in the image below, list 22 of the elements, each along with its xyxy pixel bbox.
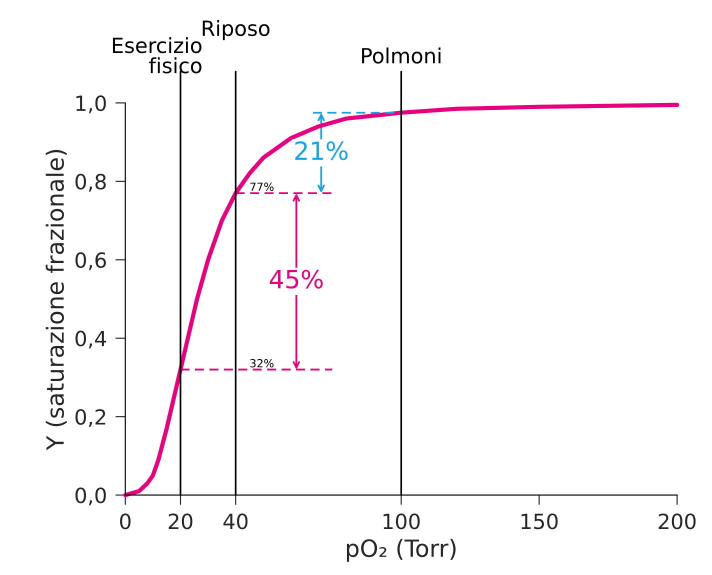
x-tick-label: 20 (168, 514, 192, 530)
x-tick-label: 150 (522, 514, 558, 530)
y-tick-label: 1,0 (76, 95, 106, 114)
x-tick-label: 100 (384, 514, 420, 530)
y-axis-title: Y (saturazione frazionale) (46, 150, 67, 450)
x-axis-title: pO₂ (Torr) (346, 538, 456, 562)
ref-line-label: Esercizio fisico (112, 37, 202, 74)
y-tick-label: 0,4 (76, 330, 106, 349)
annotation: 45% (270, 270, 323, 289)
line-series (123, 102, 680, 498)
y-tick-label: 0,0 (76, 488, 106, 506)
y-tick-label: 0,8 (76, 174, 106, 192)
x-tick-label: 0 (120, 514, 131, 530)
annotation: 21% (295, 141, 348, 160)
y-tick-label: 0,6 (76, 252, 106, 270)
x-tick-label: 200 (658, 514, 696, 530)
annotation: 77% (250, 182, 274, 191)
y-tick-label: 0,2 (76, 409, 106, 427)
ref-line-label: Riposo (202, 20, 270, 40)
ref-line-label: Polmoni (362, 47, 440, 64)
x-tick-label: 40 (223, 514, 248, 530)
annotation: 32% (250, 359, 274, 368)
